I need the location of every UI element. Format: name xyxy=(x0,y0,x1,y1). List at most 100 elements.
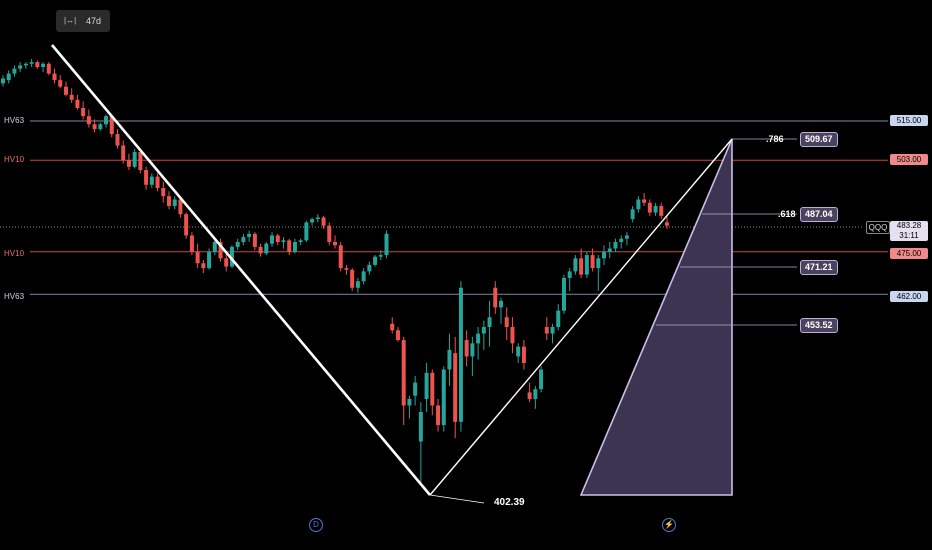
candle-body xyxy=(98,124,103,130)
price-tag-503: 503.00 xyxy=(890,154,928,165)
low-label-line xyxy=(429,494,485,504)
candle-body xyxy=(229,246,234,267)
fib-price-top[interactable]: 509.67 xyxy=(800,132,838,147)
event-flash-icon[interactable]: ⚡ xyxy=(662,518,676,532)
candle-body xyxy=(178,199,183,215)
dividend-icon[interactable]: D xyxy=(309,518,323,532)
candle-body xyxy=(12,68,17,74)
candle-body xyxy=(75,99,80,108)
candle-body xyxy=(132,152,137,167)
candle-body xyxy=(493,287,498,308)
candle-body xyxy=(556,310,561,328)
candle-body xyxy=(321,217,326,226)
candle-body xyxy=(281,240,286,242)
fib-price-mid[interactable]: 487.04 xyxy=(800,207,838,222)
price-tag-475: 475.00 xyxy=(890,248,928,259)
candle-body xyxy=(533,389,538,399)
current-price-tag: 483.28 31:11 xyxy=(890,221,928,241)
level-label-hv63-top: HV63 xyxy=(4,116,25,125)
candle-body xyxy=(516,346,521,357)
candle-body xyxy=(109,116,114,135)
price-tag-515: 515.00 xyxy=(890,115,928,126)
fib-price-p4[interactable]: 453.52 xyxy=(800,318,838,333)
candle-body xyxy=(104,116,109,125)
candle-body xyxy=(590,255,595,269)
candle-body xyxy=(344,268,349,270)
candle-body xyxy=(573,258,578,272)
low-price-label: 402.39 xyxy=(494,497,525,508)
candle-body xyxy=(539,369,544,390)
candle-body xyxy=(155,176,160,189)
candle-body xyxy=(659,206,664,216)
candle-body xyxy=(378,255,383,257)
pattern-leg-2 xyxy=(429,138,733,496)
candle-body xyxy=(550,327,555,334)
candle-body xyxy=(275,235,280,242)
fib-triangle xyxy=(579,138,733,496)
candle-body xyxy=(92,124,97,130)
candle-body xyxy=(264,243,269,254)
candle-body xyxy=(184,214,189,236)
pattern-leg-1 xyxy=(51,44,431,496)
candle-body xyxy=(630,209,635,220)
candle-body xyxy=(224,258,229,267)
candle-body xyxy=(6,73,11,81)
candle-body xyxy=(35,62,40,68)
candle-body xyxy=(218,241,223,259)
candle-body xyxy=(596,258,601,269)
candle-body xyxy=(1,78,5,84)
candle-body xyxy=(270,235,275,244)
candle-body xyxy=(413,382,418,396)
candle-body xyxy=(310,219,315,223)
candle-body xyxy=(642,199,647,203)
candle-body xyxy=(418,412,423,442)
candle-body xyxy=(430,372,435,406)
candle-body xyxy=(161,188,166,197)
candle-body xyxy=(287,240,292,252)
candle-body xyxy=(361,271,366,282)
candle-body xyxy=(367,264,372,272)
candle-body xyxy=(292,241,297,252)
candle-body xyxy=(653,206,658,213)
level-label-hv10-bottom: HV10 xyxy=(4,249,25,258)
candle-body xyxy=(81,107,86,117)
candle-body xyxy=(624,235,629,239)
candle-body xyxy=(115,134,120,146)
candle-body xyxy=(58,80,63,87)
fib-price-p3[interactable]: 471.21 xyxy=(800,260,838,275)
candle-body xyxy=(201,263,206,269)
candle-body xyxy=(390,323,395,331)
candle-body xyxy=(567,271,572,278)
candle-body xyxy=(619,238,624,242)
candle-body xyxy=(424,372,429,399)
candle-body xyxy=(172,199,177,207)
level-label-hv10-top: HV10 xyxy=(4,155,25,164)
candle-body xyxy=(504,317,509,328)
candle-body xyxy=(636,199,641,210)
bar-countdown: 31:11 xyxy=(899,231,919,240)
candle-body xyxy=(258,246,263,254)
candle-body xyxy=(149,176,154,185)
candle-body xyxy=(355,281,360,288)
candle-body xyxy=(521,346,526,363)
symbol-ticker: QQQ xyxy=(866,221,890,234)
candle-body xyxy=(458,287,463,422)
candle-body xyxy=(602,251,607,259)
candle-body xyxy=(29,62,34,64)
candle-body xyxy=(436,405,441,426)
candle-body xyxy=(544,327,549,334)
candle-body xyxy=(613,241,618,249)
candle-body xyxy=(327,225,332,242)
candle-body xyxy=(464,340,469,357)
candle-body xyxy=(395,330,400,341)
candle-body xyxy=(373,256,378,265)
candle-body xyxy=(407,398,412,406)
candle-body xyxy=(304,222,309,241)
interval-button[interactable]: |↔| 47d xyxy=(56,10,110,32)
candle-body xyxy=(561,277,566,311)
fib-ratio-top: .786 xyxy=(766,134,784,144)
candle-body xyxy=(350,269,355,288)
candle-body xyxy=(441,369,446,426)
candle-body xyxy=(247,233,252,238)
